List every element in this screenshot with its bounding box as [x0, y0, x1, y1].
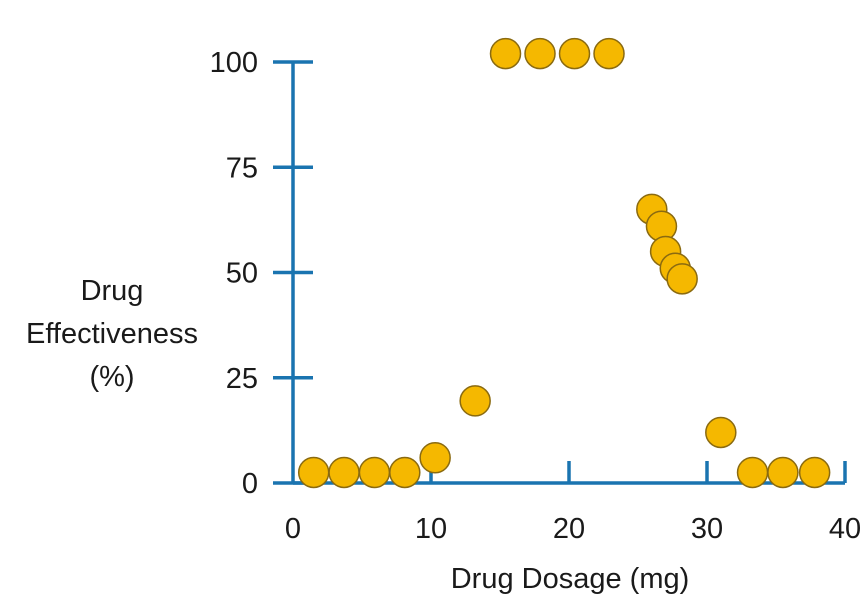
- y-tick-label: 50: [226, 258, 258, 290]
- data-point: [328, 456, 360, 489]
- data-point: [459, 385, 491, 417]
- data-point: [489, 37, 522, 70]
- y-tick-label: 75: [226, 152, 258, 184]
- axis-ticks: [273, 60, 847, 485]
- y-axis-title-line: Drug: [81, 275, 144, 307]
- y-tick-label: 100: [210, 47, 258, 79]
- x-axis-title: Drug Dosage (mg): [451, 563, 690, 595]
- data-point: [419, 441, 451, 474]
- data-point: [389, 456, 421, 489]
- data-point: [558, 37, 591, 70]
- y-axis-title-line: Effectiveness: [26, 318, 198, 350]
- data-point: [767, 456, 799, 489]
- data-point: [798, 456, 831, 489]
- x-tick-label: 20: [553, 513, 585, 545]
- y-tick-label: 25: [226, 363, 258, 395]
- x-tick-label: 30: [691, 513, 723, 545]
- x-tick-label: 10: [415, 513, 447, 545]
- axes: [291, 62, 845, 485]
- y-axis-title-line: (%): [89, 361, 134, 393]
- x-tick-label: 0: [285, 513, 301, 545]
- tick-labels: 0 25 50 75 100 0 10 20 30 40: [210, 47, 862, 545]
- y-axis-title: Drug Effectiveness (%): [26, 275, 198, 393]
- data-points: [297, 37, 831, 489]
- y-tick-label: 0: [242, 468, 258, 500]
- data-point: [736, 456, 769, 489]
- data-point: [358, 456, 391, 489]
- data-point: [705, 416, 737, 449]
- data-point: [297, 456, 330, 489]
- data-point: [593, 37, 625, 70]
- data-point: [524, 37, 556, 70]
- x-tick-label: 40: [829, 513, 861, 545]
- data-point: [666, 263, 698, 295]
